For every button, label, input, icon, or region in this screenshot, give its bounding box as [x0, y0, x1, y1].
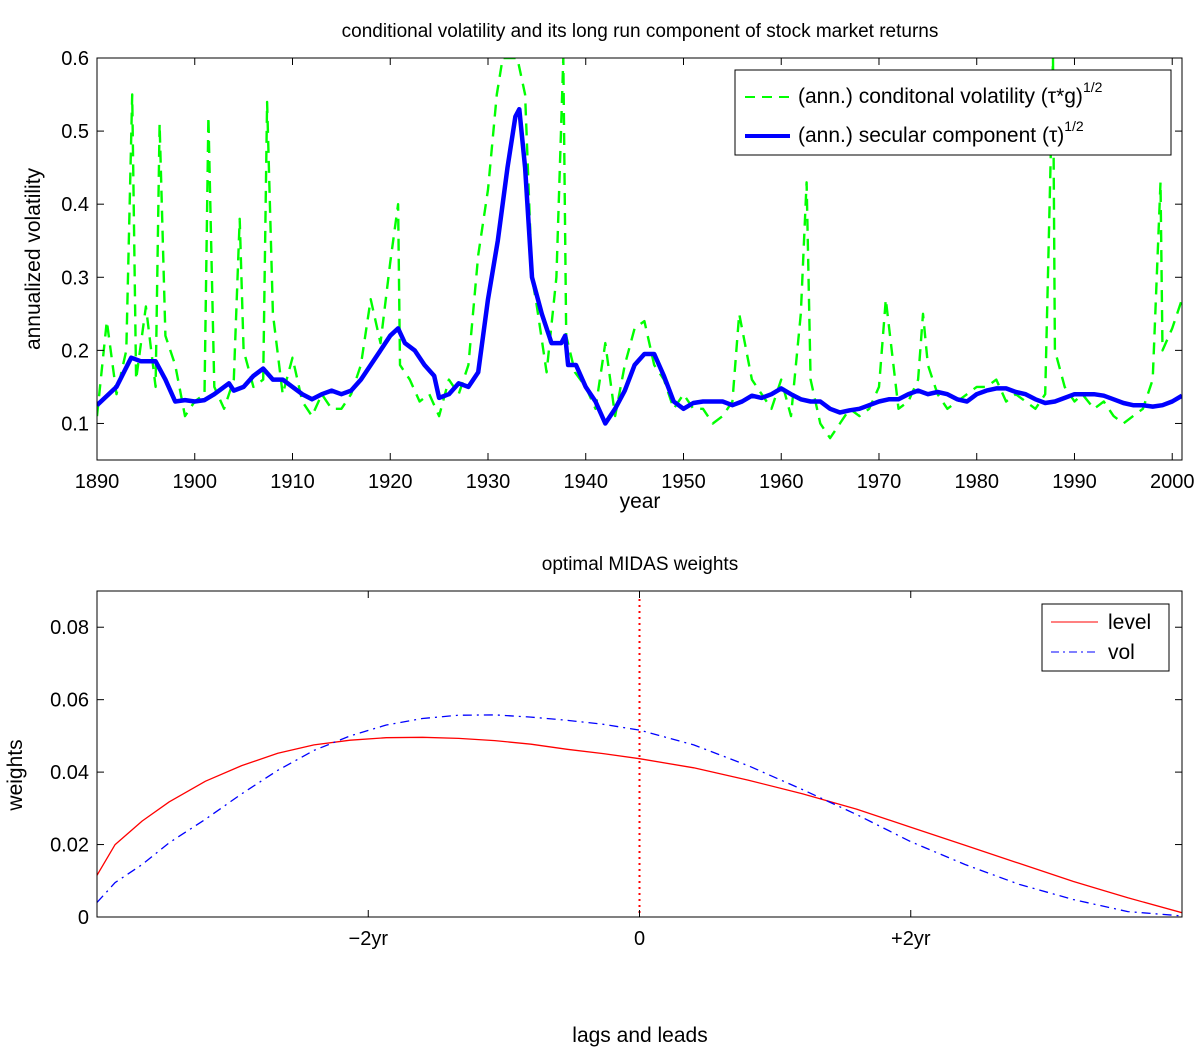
volatility-y-tick-label: 0.1: [61, 413, 89, 435]
midas-x-tick-label: 0: [634, 928, 645, 950]
midas-series-vol-line: [97, 714, 1182, 917]
midas-series-level-line: [97, 736, 1182, 914]
volatility-ticks: 1890 1900 1910 1920 1930 1940 1950 1960 1970 1980…: [61, 48, 1194, 493]
volatility-series-layer: [97, 58, 1182, 440]
midas-ticks: −2yr 0 +2yr 0 0.02 0.04 0.06 0.08: [50, 591, 1182, 950]
midas-legend-box: [1041, 603, 1170, 672]
volatility-x-tick-label: 1980: [954, 471, 999, 493]
midas-panel: optimal MIDAS weights −2yr 0 +2yr 0 0.02 0.04…: [4, 554, 1183, 1047]
volatility-chart-title: conditional volatility and its long run …: [342, 21, 939, 42]
volatility-x-tick-label: 1910: [270, 471, 315, 493]
volatility-x-tick-label: 1890: [75, 471, 120, 493]
volatility-y-tick-label: 0.5: [61, 121, 89, 143]
legend-label-vol: vol: [1108, 641, 1135, 664]
volatility-x-tick-label: 1950: [661, 471, 706, 493]
volatility-y-tick-label: 0.4: [61, 194, 89, 216]
midas-legend: level vol: [1041, 603, 1170, 672]
volatility-x-tick-label: 1960: [759, 471, 804, 493]
volatility-y-tick-label: 0.2: [61, 340, 89, 362]
midas-x-tick-label: −2yr: [349, 928, 389, 950]
volatility-x-tick-label: 1990: [1052, 471, 1097, 493]
volatility-axes-box: [96, 57, 1183, 461]
midas-y-tick-label: 0.04: [50, 762, 89, 784]
volatility-x-tick-label: 2000: [1150, 471, 1195, 493]
volatility-legend: (ann.) conditonal volatility (τ*g)1/2 (a…: [734, 69, 1172, 156]
legend-label-level: level: [1108, 611, 1151, 634]
midas-y-tick-label: 0.02: [50, 835, 89, 857]
volatility-legend-box: [734, 69, 1172, 156]
midas-y-axis-label: weights: [4, 739, 27, 811]
midas-y-tick-label: 0.06: [50, 690, 89, 712]
volatility-x-tick-label: 1900: [172, 471, 217, 493]
midas-series-layer: [97, 599, 1182, 917]
volatility-series--line: [97, 106, 1182, 426]
volatility-y-tick-label: 0.3: [61, 267, 89, 289]
volatility-panel: conditional volatility and its long run …: [22, 21, 1194, 513]
volatility-x-tick-label: 1930: [466, 471, 511, 493]
volatility-x-tick-label: 1970: [857, 471, 902, 493]
volatility-y-tick-label: 0.6: [61, 48, 89, 70]
midas-y-tick-label: 0: [78, 907, 89, 929]
legend-label-conditional-volatility: (ann.) conditonal volatility (τ*g)1/2: [798, 79, 1103, 108]
midas-axes-box: [96, 590, 1183, 918]
midas-x-tick-label: +2yr: [891, 928, 931, 950]
volatility-series-g-line: [97, 58, 1182, 440]
volatility-x-axis-label: year: [620, 490, 661, 513]
volatility-x-tick-label: 1940: [563, 471, 608, 493]
midas-y-tick-label: 0.08: [50, 617, 89, 639]
midas-chart-title: optimal MIDAS weights: [542, 554, 738, 575]
volatility-x-tick-label: 1920: [368, 471, 413, 493]
volatility-y-axis-label: annualized volatility: [22, 167, 45, 350]
midas-x-axis-label: lags and leads: [572, 1024, 707, 1047]
legend-label-secular-component: (ann.) secular component (τ)1/2: [798, 118, 1084, 147]
